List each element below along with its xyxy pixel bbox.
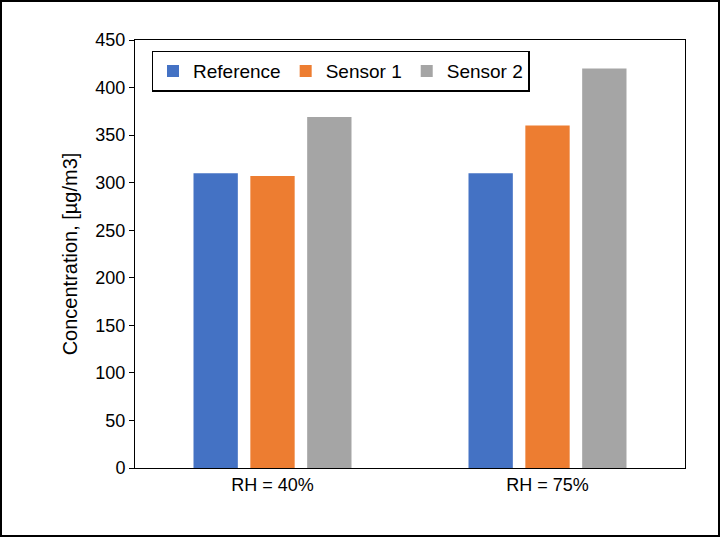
svg-text:RH = 75%: RH = 75% <box>506 475 589 495</box>
svg-text:450: 450 <box>95 30 125 50</box>
svg-text:200: 200 <box>95 268 125 288</box>
svg-text:300: 300 <box>95 173 125 193</box>
svg-text:150: 150 <box>95 316 125 336</box>
svg-text:400: 400 <box>95 78 125 98</box>
svg-text:50: 50 <box>105 411 125 431</box>
svg-text:RH = 40%: RH = 40% <box>231 475 314 495</box>
svg-text:Concentration, [µg/m3]: Concentration, [µg/m3] <box>59 153 81 356</box>
svg-text:100: 100 <box>95 363 125 383</box>
svg-text:Sensor 2: Sensor 2 <box>447 61 523 82</box>
svg-text:0: 0 <box>115 458 125 478</box>
svg-text:Sensor 1: Sensor 1 <box>326 61 402 82</box>
svg-text:350: 350 <box>95 125 125 145</box>
svg-text:Reference: Reference <box>193 61 281 82</box>
svg-text:250: 250 <box>95 221 125 241</box>
